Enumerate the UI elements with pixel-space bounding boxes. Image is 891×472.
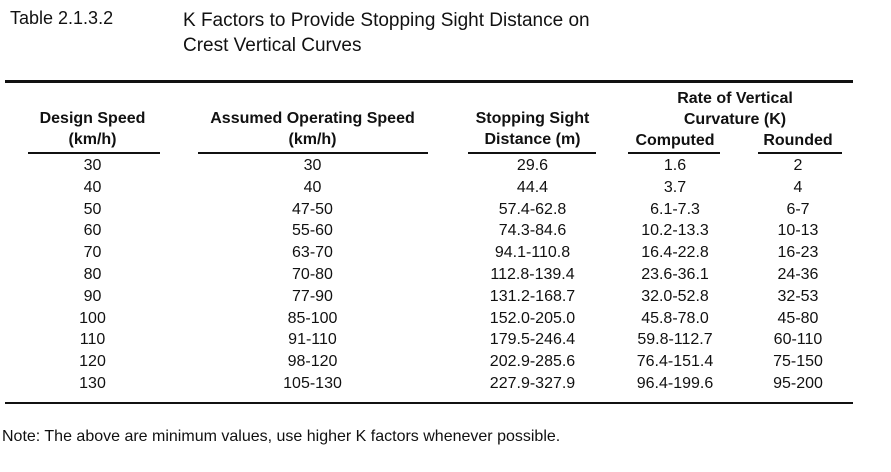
computed-k-cell: 10.2-13.3 — [641, 222, 709, 240]
ssd-cell: 74.3-84.6 — [498, 222, 567, 240]
bottom-rule — [5, 402, 853, 404]
operating-speed-cell: 30 — [303, 157, 322, 174]
design-speed-cell: 130 — [79, 375, 106, 392]
operating-speed-cell: 98-120 — [287, 353, 338, 371]
design-speed-cell: 100 — [79, 309, 106, 327]
ssd-cell: 179.5-246.4 — [489, 331, 576, 349]
rounded-k-cell: 75-150 — [773, 353, 823, 371]
computed-k-cell: 6.1-7.3 — [650, 200, 700, 218]
operating-speed-cell: 70-80 — [292, 266, 333, 283]
operating-speed-cell: 40 — [303, 178, 322, 196]
ssd-cell: 152.0-205.0 — [489, 309, 576, 327]
design-speed-cell: 30 — [83, 157, 102, 174]
computed-k-cell: 76.4-151.4 — [636, 353, 714, 371]
header-operating-speed: Assumed Operating Speed (km/h) — [195, 108, 430, 150]
ssd-cell: 57.4-62.8 — [498, 200, 567, 218]
computed-k-cell: 1.6 — [663, 157, 687, 174]
header-design-speed-line2: (km/h) — [68, 131, 117, 148]
header-rate-line2: Curvature (K) — [683, 111, 787, 128]
operating-speed-cell: 77-90 — [292, 287, 333, 305]
rounded-k-cell: 16-23 — [777, 244, 819, 262]
header-design-speed-line1: Design Speed — [39, 110, 146, 127]
operating-speed-cell: 85-100 — [287, 309, 338, 327]
ssd-cell: 227.9-327.9 — [489, 375, 576, 392]
operating-speed-cell: 105-130 — [283, 375, 342, 392]
header-stopping-sight-distance: Stopping Sight Distance (m) — [455, 108, 610, 150]
operating-speed-cell: 63-70 — [292, 244, 333, 262]
header-operating-speed-line2: (km/h) — [288, 131, 337, 148]
design-speed-cell: 120 — [79, 353, 106, 371]
computed-k-cell: 16.4-22.8 — [641, 244, 709, 262]
ssd-cell: 202.9-285.6 — [489, 353, 576, 371]
ssd-cell: 131.2-168.7 — [489, 287, 576, 305]
header-rule-operating-speed — [198, 152, 428, 154]
ssd-cell: 112.8-139.4 — [490, 266, 575, 283]
computed-k-cell: 59.8-112.7 — [637, 331, 713, 349]
operating-speed-cell: 47-50 — [292, 200, 333, 218]
table-number: Table 2.1.3.2 — [10, 8, 114, 28]
computed-k-cell: 96.4-199.6 — [636, 375, 714, 392]
table-title: K Factors to Provide Stopping Sight Dist… — [183, 8, 590, 58]
design-speed-cell: 110 — [79, 331, 106, 349]
header-rate-line1: Rate of Vertical — [677, 90, 793, 107]
header-operating-speed-line1: Assumed Operating Speed — [210, 110, 415, 127]
header-rule-computed — [628, 152, 720, 154]
design-speed-cell: 40 — [83, 178, 102, 196]
rounded-k-cell: 45-80 — [777, 309, 819, 327]
rounded-k-cell: 60-110 — [773, 331, 823, 349]
header-rule-rounded — [758, 152, 842, 154]
computed-k-cell: 23.6-36.1 — [641, 266, 709, 283]
rounded-k-cell: 24-36 — [777, 266, 819, 283]
top-rule — [5, 80, 853, 83]
design-speed-cell: 90 — [83, 287, 102, 305]
rounded-k-cell: 95-200 — [773, 375, 823, 392]
computed-k-cell: 32.0-52.8 — [641, 287, 709, 305]
ssd-cell: 29.6 — [516, 157, 549, 174]
computed-k-cell: 3.7 — [663, 178, 687, 196]
design-speed-cell: 80 — [83, 266, 102, 283]
rounded-k-cell: 4 — [793, 178, 803, 196]
operating-speed-cell: 91-110 — [288, 331, 337, 349]
rounded-k-cell: 32-53 — [777, 287, 819, 305]
ssd-cell: 44.4 — [516, 178, 549, 196]
header-ssd-line2: Distance (m) — [484, 131, 581, 148]
design-speed-cell: 50 — [83, 200, 102, 218]
title-line-1: K Factors to Provide Stopping Sight Dist… — [183, 10, 590, 31]
title-line-2: Crest Vertical Curves — [183, 35, 362, 56]
header-design-speed: Design Speed (km/h) — [10, 108, 175, 150]
header-rule-design-speed — [28, 152, 160, 154]
design-speed-cell: 70 — [83, 244, 102, 262]
header-ssd-line1: Stopping Sight — [475, 110, 590, 127]
ssd-cell: 94.1-110.8 — [494, 244, 571, 262]
rounded-k-cell: 6-7 — [786, 200, 810, 218]
header-rounded: Rounded — [763, 132, 833, 149]
rounded-k-cell: 2 — [793, 157, 803, 174]
computed-k-cell: 45.8-78.0 — [641, 309, 709, 327]
design-speed-cell: 60 — [83, 222, 102, 240]
header-rule-ssd — [468, 152, 596, 154]
rounded-k-cell: 10-13 — [777, 222, 819, 240]
header-computed: Computed — [635, 132, 715, 149]
operating-speed-cell: 55-60 — [292, 222, 333, 240]
header-rate-of-curvature: Rate of Vertical Curvature (K) — [620, 88, 850, 130]
table-note: Note: The above are minimum values, use … — [2, 428, 561, 445]
